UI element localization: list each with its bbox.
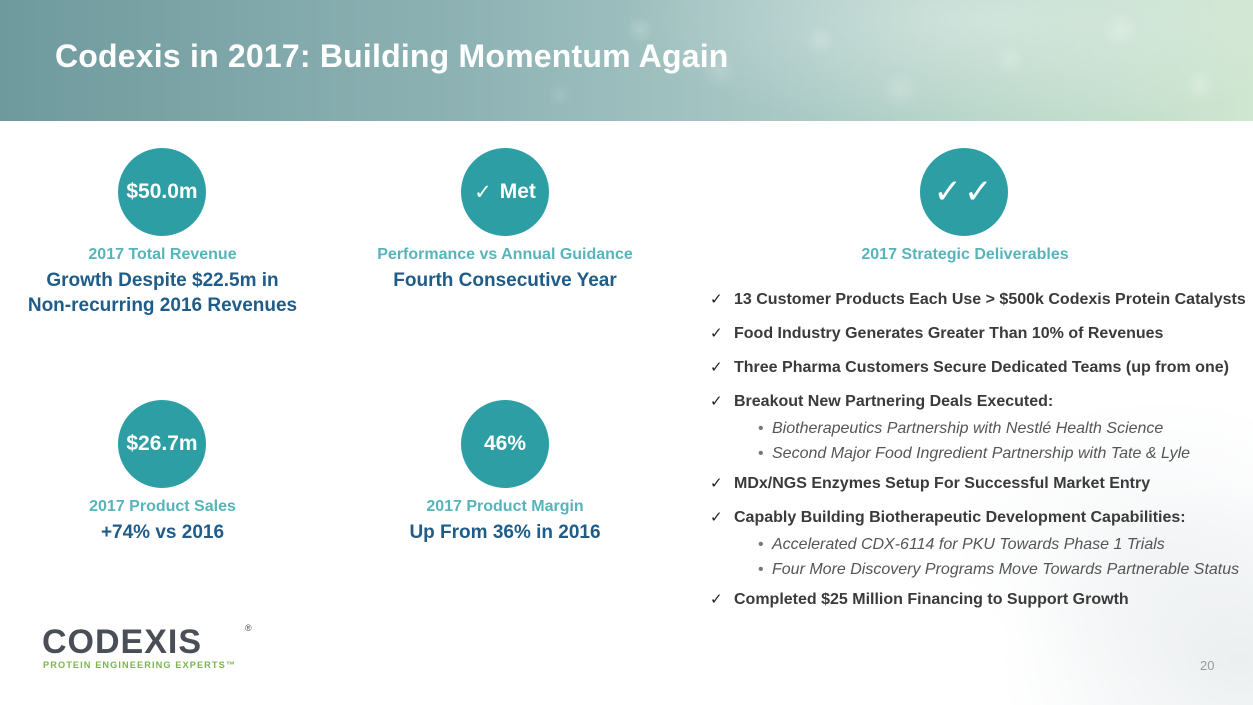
guidance-circle: ✓ Met [461, 148, 549, 236]
check-icon: ✓ [710, 359, 723, 376]
deliverable-item: ✓ Breakout New Partnering Deals Executed… [710, 391, 1250, 466]
header-bubble-decoration [0, 0, 1253, 121]
bullet-icon: • [758, 445, 764, 462]
revenue-sub-line2: Non-recurring 2016 Revenues [27, 295, 298, 316]
slide-title: Codexis in 2017: Building Momentum Again [55, 38, 729, 74]
deliverable-text: Capably Building Biotherapeutic Developm… [734, 509, 1186, 526]
revenue-label: 2017 Total Revenue [88, 246, 237, 263]
check-icon: ✓ [710, 509, 723, 526]
deliverable-text: 13 Customer Products Each Use > $500k Co… [734, 291, 1246, 308]
deliverable-subtext: Second Major Food Ingredient Partnership… [772, 445, 1191, 462]
revenue-circle: $50.0m [118, 148, 206, 236]
deliverable-subitem: • Second Major Food Ingredient Partnershi… [748, 441, 1250, 466]
guidance-value: Met [499, 180, 536, 203]
check-icon: ✓ [710, 291, 723, 308]
deliverable-item: ✓ Food Industry Generates Greater Than 1… [710, 323, 1250, 345]
double-check-icon: ✓✓ [933, 173, 995, 211]
deliverable-subitem: • Four More Discovery Programs Move Towar… [748, 557, 1250, 582]
logo-tagline: PROTEIN ENGINEERING EXPERTS™ [43, 660, 236, 670]
deliverable-sublist: • Biotherapeutics Partnership with Nestlé… [734, 416, 1250, 466]
product-sales-label: 2017 Product Sales [89, 498, 236, 515]
revenue-sub-line1: Growth Despite $22.5m in [46, 270, 279, 291]
deliverable-item: ✓ 13 Customer Products Each Use > $500k … [710, 289, 1250, 311]
deliverable-subitem: • Biotherapeutics Partnership with Nestlé… [748, 416, 1250, 441]
bullet-icon: • [758, 420, 764, 437]
guidance-label: Performance vs Annual Guidance [377, 246, 633, 263]
deliverable-sublist: • Accelerated CDX-6114 for PKU Towards Ph… [734, 532, 1250, 582]
deliverable-text: Three Pharma Customers Secure Dedicated … [734, 359, 1229, 376]
codexis-logo: CODEXIS ® PROTEIN ENGINEERING EXPERTS™ [42, 623, 252, 670]
deliverable-text: Completed $25 Million Financing to Suppo… [734, 591, 1129, 608]
product-margin-sub: Up From 36% in 2016 [409, 522, 601, 543]
deliverable-item: ✓ Capably Building Biotherapeutic Develo… [710, 507, 1250, 582]
check-icon: ✓ [710, 393, 723, 410]
strategic-circle: ✓✓ [920, 148, 1008, 236]
deliverable-item: ✓ Three Pharma Customers Secure Dedicate… [710, 357, 1250, 379]
deliverable-subtext: Biotherapeutics Partnership with Nestlé … [772, 420, 1164, 437]
deliverable-text: MDx/NGS Enzymes Setup For Successful Mar… [734, 475, 1151, 492]
logo-registered-mark: ® [245, 623, 252, 633]
product-margin-circle: 46% [461, 400, 549, 488]
deliverable-item: ✓ Completed $25 Million Financing to Sup… [710, 589, 1250, 611]
check-icon: ✓ [710, 591, 723, 608]
product-margin-label: 2017 Product Margin [426, 498, 584, 515]
header-banner: Codexis in 2017: Building Momentum Again [0, 0, 1253, 121]
deliverable-subtext: Accelerated CDX-6114 for PKU Towards Pha… [772, 536, 1165, 553]
check-icon: ✓ [710, 325, 723, 342]
logo-wordmark: CODEXIS [42, 623, 202, 661]
revenue-value: $50.0m [126, 180, 198, 203]
deliverables-list: ✓ 13 Customer Products Each Use > $500k … [710, 289, 1250, 623]
check-icon: ✓ [474, 180, 492, 204]
deliverable-subtext: Four More Discovery Programs Move Toward… [772, 561, 1240, 578]
deliverable-subitem: • Accelerated CDX-6114 for PKU Towards Ph… [748, 532, 1250, 557]
product-margin-value: 46% [483, 432, 527, 455]
product-sales-sub: +74% vs 2016 [100, 522, 225, 543]
product-sales-value: $26.7m [126, 432, 198, 455]
check-icon: ✓ [710, 475, 723, 492]
bullet-icon: • [758, 561, 764, 578]
guidance-sub: Fourth Consecutive Year [393, 270, 617, 291]
revenue-sub: Growth Despite $22.5m in Non-recurring 2… [20, 268, 305, 318]
bullet-icon: • [758, 536, 764, 553]
product-sales-circle: $26.7m [118, 400, 206, 488]
page-number: 20 [1200, 658, 1215, 673]
deliverable-text: Food Industry Generates Greater Than 10%… [734, 325, 1164, 342]
deliverable-text: Breakout New Partnering Deals Executed: [734, 393, 1054, 410]
strategic-label: 2017 Strategic Deliverables [861, 246, 1069, 263]
deliverable-item: ✓ MDx/NGS Enzymes Setup For Successful M… [710, 473, 1250, 495]
